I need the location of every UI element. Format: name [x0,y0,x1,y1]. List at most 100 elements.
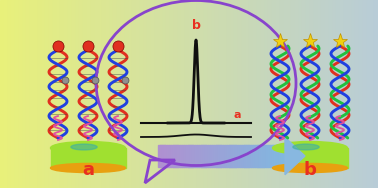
Bar [218,145,221,167]
Bar [203,145,206,167]
Bar [174,0,179,188]
Bar [94,0,99,188]
Bar [273,148,347,168]
Text: b: b [304,161,316,179]
Bar [197,0,201,188]
Bar [205,145,208,167]
Text: a: a [234,110,242,120]
Bar [285,145,288,167]
Bar [280,0,285,188]
Bar [321,0,326,188]
Bar [367,0,372,188]
Bar [64,0,69,188]
Bar [227,145,229,167]
Bar [374,0,378,188]
Bar [121,0,126,188]
Bar [51,148,125,168]
Bar [57,0,62,188]
Bar [265,0,270,188]
Bar [185,0,190,188]
Bar [201,145,204,167]
Bar [8,0,12,188]
Bar [363,0,368,188]
Bar [251,145,253,167]
Bar [274,145,277,167]
Polygon shape [285,137,305,175]
Ellipse shape [273,163,347,173]
Text: a: a [82,161,94,179]
Bar [355,0,360,188]
Bar [163,0,167,188]
Bar [333,0,338,188]
Bar [53,0,58,188]
Bar [263,145,266,167]
Bar [212,145,214,167]
Bar [4,0,9,188]
Bar [190,145,193,167]
Bar [227,0,232,188]
Bar [189,0,194,188]
Bar [223,0,228,188]
Bar [233,145,236,167]
Bar [208,145,210,167]
Bar [0,0,5,188]
Bar [155,0,160,188]
Bar [147,0,152,188]
Bar [34,0,39,188]
Bar [113,0,118,188]
Bar [272,145,275,167]
Bar [268,145,270,167]
Bar [299,0,304,188]
Bar [359,0,364,188]
Bar [91,0,96,188]
Bar [306,0,311,188]
Bar [26,0,31,188]
Bar [144,0,149,188]
Bar [173,145,176,167]
Bar [238,145,240,167]
Ellipse shape [293,144,319,150]
Bar [283,145,285,167]
Bar [197,145,200,167]
Bar [110,0,115,188]
Bar [72,0,77,188]
Bar [160,145,163,167]
Bar [329,0,334,188]
Bar [68,0,73,188]
Bar [255,145,257,167]
Bar [318,0,322,188]
Bar [248,145,251,167]
Bar [132,0,137,188]
Bar [60,0,65,188]
Bar [177,145,180,167]
Bar [42,0,46,188]
Bar [170,0,175,188]
Bar [140,0,145,188]
Bar [106,0,111,188]
Bar [83,0,88,188]
Bar [270,145,273,167]
Bar [129,0,133,188]
Bar [344,0,349,188]
Bar [219,0,224,188]
Bar [246,0,251,188]
Bar [98,0,103,188]
Bar [169,145,171,167]
Bar [214,145,217,167]
Bar [171,145,174,167]
Bar [249,0,254,188]
Bar [159,0,164,188]
Bar [210,145,212,167]
Bar [291,0,296,188]
Bar [164,145,167,167]
Bar [276,145,279,167]
Bar [223,145,225,167]
Bar [19,0,24,188]
Bar [279,145,281,167]
Bar [175,145,178,167]
Bar [208,0,213,188]
Bar [38,0,43,188]
Bar [136,0,141,188]
Bar [49,0,54,188]
Bar [257,145,260,167]
